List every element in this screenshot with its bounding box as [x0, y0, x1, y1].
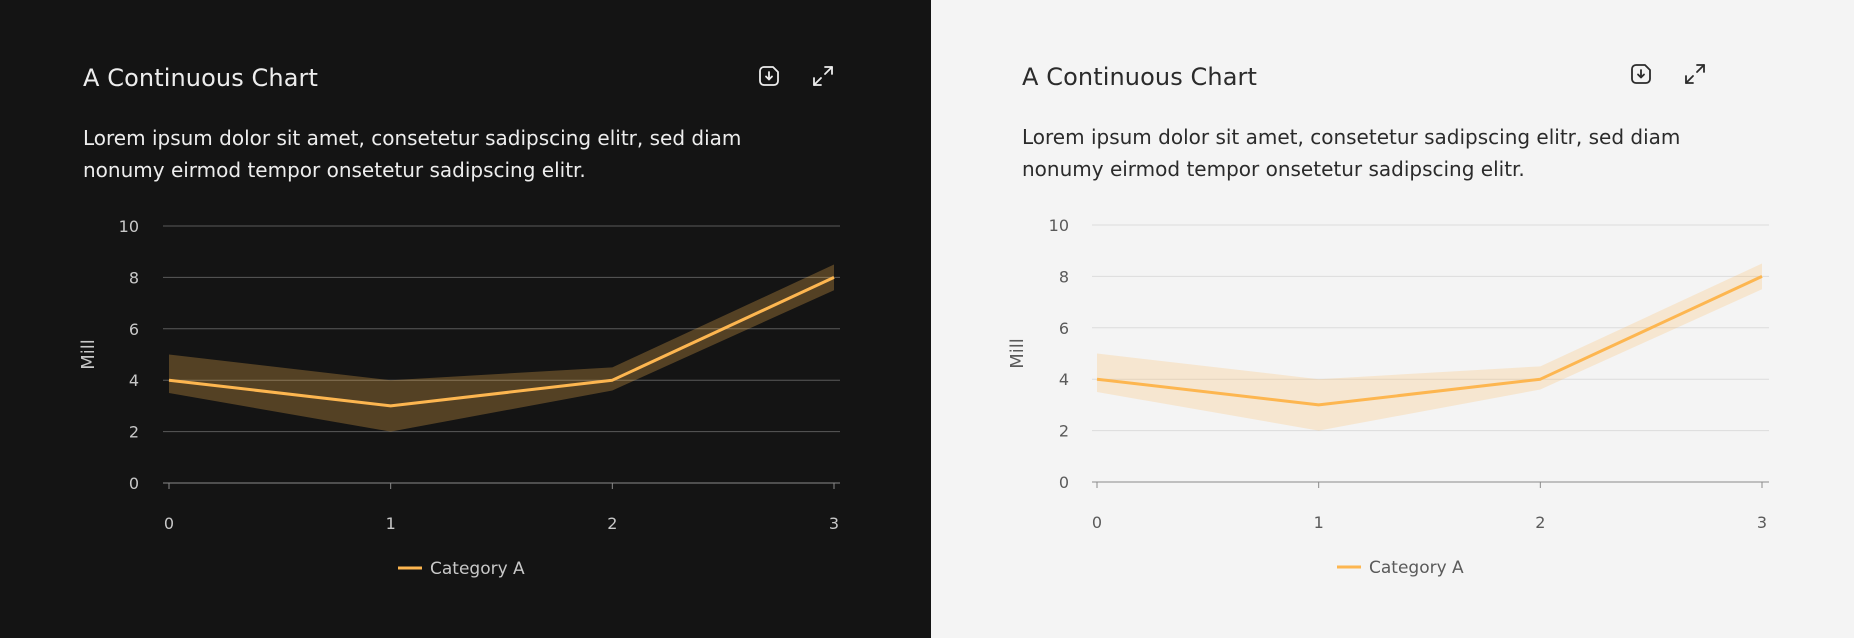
- confidence-band: [169, 264, 834, 432]
- x-tick-label: 3: [1757, 513, 1767, 532]
- y-axis-title: Mill: [78, 339, 99, 370]
- y-tick-label: 4: [1059, 370, 1069, 389]
- download-icon: [1631, 64, 1651, 84]
- series-line: [1096, 275, 1763, 407]
- download-button[interactable]: [1625, 58, 1657, 90]
- confidence-band: [1097, 263, 1762, 431]
- y-tick-label: 6: [129, 320, 139, 339]
- y-tick-label: 4: [129, 371, 139, 390]
- y-tick-label: 10: [119, 217, 139, 236]
- expand-icon: [1685, 64, 1705, 84]
- chart-title: A Continuous Chart: [1022, 63, 1257, 91]
- x-tick-label: 2: [607, 514, 617, 533]
- chart-area: 0 2 4 6 8 10 0 1 2 3 Mill Category A: [78, 217, 840, 579]
- x-tick-label: 3: [829, 514, 839, 533]
- expand-button[interactable]: [807, 60, 839, 92]
- y-tick-label: 8: [129, 268, 139, 287]
- y-tick-label: 10: [1049, 216, 1069, 235]
- chart-card-light: A Continuous Chart Lorem ipsum dolor sit…: [931, 0, 1854, 638]
- x-tick-label: 1: [1314, 513, 1324, 532]
- x-tick-label: 2: [1535, 513, 1545, 532]
- expand-icon: [813, 66, 833, 86]
- x-tick-label: 0: [1092, 513, 1102, 532]
- y-tick-label: 8: [1059, 267, 1069, 286]
- chart-title: A Continuous Chart: [83, 64, 318, 92]
- chart-description: Lorem ipsum dolor sit amet, consetetur s…: [1022, 125, 1681, 181]
- x-tick-label: 0: [164, 514, 174, 533]
- y-tick-label: 2: [1059, 422, 1069, 441]
- download-icon: [759, 66, 779, 86]
- x-tick-label: 1: [386, 514, 396, 533]
- chart-area: 0 2 4 6 8 10 0 1 2 3 Mill Category A: [1007, 216, 1769, 578]
- chart-description: Lorem ipsum dolor sit amet, consetetur s…: [83, 126, 742, 182]
- y-tick-label: 0: [1059, 473, 1069, 492]
- y-tick-label: 0: [129, 474, 139, 493]
- legend-label: Category A: [430, 559, 525, 579]
- chart-card-dark: A Continuous Chart Lorem ipsum dolor sit…: [0, 0, 931, 638]
- download-button[interactable]: [753, 60, 785, 92]
- y-tick-label: 6: [1059, 319, 1069, 338]
- y-axis-title: Mill: [1007, 338, 1028, 369]
- expand-button[interactable]: [1679, 58, 1711, 90]
- y-tick-label: 2: [129, 423, 139, 442]
- series-line: [168, 276, 835, 408]
- legend-label: Category A: [1369, 558, 1464, 578]
